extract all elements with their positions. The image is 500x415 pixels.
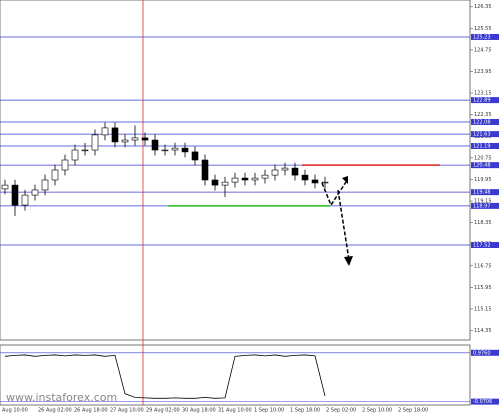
level-label: 122.08: [473, 119, 491, 125]
x-tick-label: 26 Aug 02:00: [38, 408, 72, 414]
level-label-box: [471, 189, 499, 196]
y-tick-label: 123.95: [474, 69, 492, 75]
candle-body: [161, 149, 169, 152]
candle-body: [321, 181, 329, 184]
indicator-level-label: 0.9760: [473, 350, 491, 356]
y-tick-label: 122.35: [474, 112, 492, 118]
candle-body: [141, 137, 149, 141]
forecast-arrow-up: [321, 181, 347, 207]
indicator-level-label: -0.0706: [473, 399, 492, 405]
x-tick-label: 26 Aug 18:00: [74, 408, 108, 414]
y-tick-label: 116.75: [474, 263, 492, 269]
candle-body: [11, 184, 19, 206]
candle-body: [201, 159, 209, 181]
y-tick-label: 120.75: [474, 155, 492, 161]
candle-body: [111, 127, 119, 143]
candle-body: [91, 134, 99, 151]
candle-body: [291, 167, 299, 176]
candle-body: [301, 174, 309, 181]
level-label-box: [471, 33, 499, 40]
level-label: 119.48: [473, 190, 491, 196]
candle-body: [221, 181, 229, 186]
candle-body: [41, 179, 49, 191]
candle-body: [311, 179, 319, 184]
arrowhead: [342, 176, 348, 184]
level-label: 121.19: [473, 143, 491, 149]
level-label-box: [471, 131, 499, 138]
candle-body: [191, 151, 199, 161]
level-label-box: [471, 202, 499, 209]
y-tick-label: 115.15: [474, 306, 492, 312]
x-tick-label: 1 Sep 18:00: [290, 408, 320, 414]
candle-body: [121, 139, 129, 143]
y-tick-label: 115.95: [474, 285, 492, 291]
level-label-box: [471, 242, 499, 249]
candle-body: [181, 147, 189, 153]
level-label: 117.52: [473, 243, 491, 249]
candle-body: [31, 189, 39, 196]
level-label-box: [471, 118, 499, 125]
candle-body: [271, 169, 279, 176]
level-label: 120.48: [473, 163, 491, 169]
y-tick-label: 118.35: [474, 220, 492, 226]
level-label: 121.63: [473, 132, 491, 138]
candle-body: [251, 177, 259, 181]
indicator-line: [4, 354, 326, 399]
x-tick-label: 2 Sep 02:00: [326, 408, 356, 414]
y-tick-label: 124.75: [474, 47, 492, 53]
y-tick-label: 126.35: [474, 4, 492, 10]
x-tick-label: 29 Aug 02:00: [146, 408, 180, 414]
y-tick-label: 119.15: [474, 199, 492, 205]
x-tick-label: Aug 10:00: [2, 408, 28, 414]
candle-body: [51, 169, 59, 181]
x-tick-label: 27 Aug 10:00: [110, 408, 144, 414]
x-tick-label: 2 Sep 10:00: [362, 408, 392, 414]
candle-body: [1, 184, 9, 190]
x-tick-label: 2 Sep 18:00: [398, 408, 428, 414]
y-tick-label: 125.55: [474, 26, 492, 32]
candle-body: [171, 147, 179, 151]
level-label-box: [471, 97, 499, 104]
level-label-box: [471, 398, 499, 405]
candle-body: [261, 174, 269, 179]
candle-body: [81, 149, 89, 152]
candle-body: [21, 194, 29, 206]
level-label: 125.23: [473, 34, 491, 40]
candle-body: [61, 159, 69, 171]
level-label: 122.89: [473, 98, 491, 104]
x-tick-label: 30 Aug 18:00: [182, 408, 216, 414]
candle-body: [281, 167, 289, 171]
main-panel: [0, 0, 471, 341]
x-tick-label: 1 Sep 10:00: [254, 408, 284, 414]
watermark: www.instaforex.com: [6, 391, 117, 404]
x-tick-label: 31 Aug 10:00: [218, 408, 252, 414]
y-tick-label: 114.35: [474, 328, 492, 334]
level-label-box: [471, 162, 499, 169]
candle-body: [131, 137, 139, 141]
candle-body: [151, 139, 159, 151]
y-tick-label: 123.15: [474, 91, 492, 97]
candle-body: [241, 177, 249, 181]
arrowhead: [344, 256, 353, 266]
candle-body: [211, 179, 219, 186]
candle-body: [101, 127, 109, 136]
level-label-box: [471, 142, 499, 149]
y-tick-label: 119.95: [474, 177, 492, 183]
level-label: 118.97: [473, 203, 491, 209]
level-label-box: [471, 349, 499, 356]
candle-body: [71, 149, 79, 161]
candle-body: [231, 177, 239, 183]
